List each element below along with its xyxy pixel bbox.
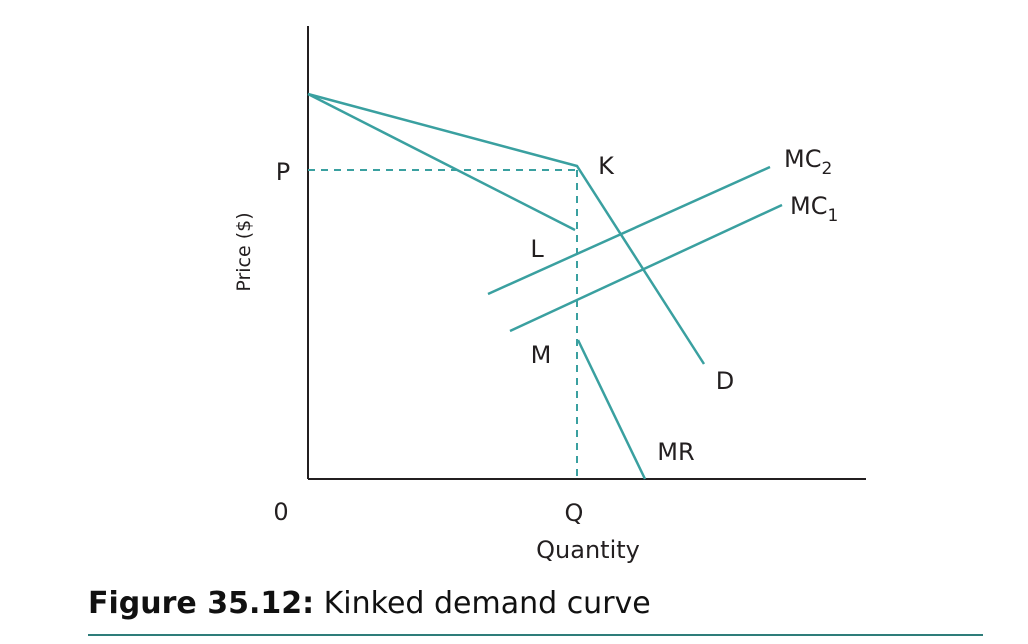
mc2-curve	[487, 165, 771, 296]
point-l-label: L	[530, 235, 544, 263]
x-axis-label: Quantity	[536, 536, 640, 564]
mc1-label-subscript: 1	[827, 206, 838, 226]
figure-caption-number: Figure 35.12:	[88, 586, 315, 621]
mc1-curve	[509, 203, 783, 333]
caption-divider	[88, 634, 983, 636]
mc2-label-main: MC	[784, 145, 821, 173]
demand-curve-label: D	[716, 367, 734, 395]
mr-curve-label: MR	[657, 438, 694, 466]
quantity-tick-label: Q	[565, 499, 584, 527]
mc2-label: MC2	[784, 145, 832, 179]
origin-label: 0	[273, 498, 288, 526]
figure-caption-text: Kinked demand curve	[314, 586, 651, 621]
mr-curve-lower	[576, 339, 647, 480]
mc1-label: MC1	[790, 192, 838, 226]
point-m-label: M	[531, 341, 552, 369]
mc1-label-main: MC	[790, 192, 827, 220]
figure-caption: Figure 35.12: Kinked demand curve	[88, 586, 651, 621]
demand-curve	[307, 92, 706, 365]
mc2-label-subscript: 2	[821, 159, 832, 179]
price-tick-label: P	[276, 158, 290, 186]
y-axis-label: Price ($)	[233, 212, 255, 291]
mr-curve-upper	[307, 92, 576, 232]
kink-point-label: K	[598, 152, 615, 180]
